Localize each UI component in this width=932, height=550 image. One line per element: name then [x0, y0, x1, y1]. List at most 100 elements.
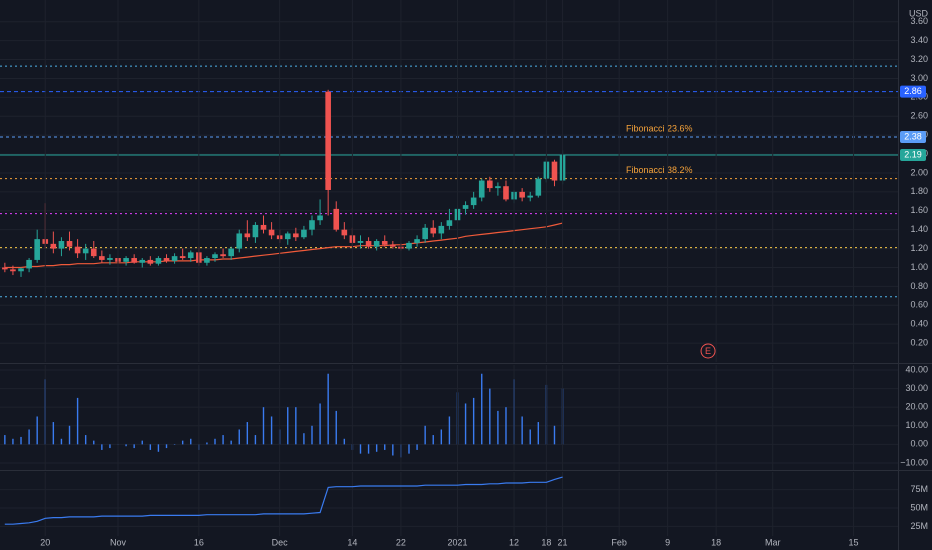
candle-body [260, 224, 267, 230]
histogram-bar [165, 444, 168, 449]
histogram-bar [181, 440, 184, 445]
candle-body [204, 258, 210, 263]
histogram-bar [359, 444, 362, 454]
y-tick-label: 10.00 [905, 420, 928, 430]
histogram-bar [141, 440, 143, 445]
y-tick-label: 0.00 [910, 439, 928, 449]
x-tick-label: 22 [396, 537, 406, 547]
histogram-bar [230, 440, 232, 445]
x-tick-label: 9 [665, 537, 670, 547]
histogram-bar [432, 435, 434, 445]
price-label: 2.38 [904, 131, 922, 141]
y-tick-label: 1.00 [910, 262, 928, 272]
level-annotation: Fibonacci 23.6% [626, 123, 693, 133]
histogram-bar [497, 410, 499, 445]
candle-body [357, 241, 364, 243]
x-tick-label: 2021 [447, 537, 467, 547]
candle-body [284, 233, 291, 240]
histogram-bar [537, 422, 540, 445]
histogram-bar [93, 440, 95, 445]
candle-body [212, 254, 218, 259]
x-tick-label: Dec [272, 537, 289, 547]
x-tick-label: 18 [711, 537, 721, 547]
histogram-bar [60, 438, 63, 445]
x-tick-label: 16 [194, 537, 204, 547]
histogram-bar [101, 444, 103, 450]
candle-body [438, 225, 445, 234]
histogram-bar [125, 444, 127, 447]
price-label-box [900, 149, 926, 162]
candle-body [236, 233, 243, 249]
candle-body [301, 229, 307, 238]
candle-body [147, 259, 154, 264]
candle-body [495, 186, 501, 189]
candle-body [430, 227, 437, 234]
candle-body [34, 239, 40, 260]
candle-body [406, 242, 412, 249]
histogram-bar [424, 425, 426, 445]
candle-body [123, 258, 129, 262]
y-tick-label: 2.60 [910, 111, 928, 121]
histogram-bar [464, 403, 467, 445]
histogram-bar [287, 407, 289, 445]
histogram-bar [327, 373, 329, 445]
candle-body [26, 259, 32, 269]
unit-label: USD [909, 8, 929, 18]
y-tick-label: 0.40 [910, 319, 928, 329]
y-tick-label: 3.20 [910, 54, 928, 64]
histogram-bar [206, 442, 208, 445]
y-tick-label: 0.20 [910, 337, 928, 347]
histogram-bar [375, 444, 378, 452]
candle-body [333, 208, 340, 230]
candle-body [171, 256, 178, 261]
y-tick-label: 1.20 [910, 243, 928, 253]
y-tick-label: 0.80 [910, 281, 928, 291]
y-tick-label: 30.00 [905, 383, 928, 393]
histogram-bar [343, 438, 346, 445]
histogram-bar [238, 429, 240, 445]
y-tick-label: 2.00 [910, 167, 928, 177]
y-tick-label: 25M [910, 521, 928, 531]
histogram-bar [440, 429, 443, 445]
y-tick-label: 1.60 [910, 205, 928, 215]
price-label: 2.19 [904, 149, 922, 159]
y-tick-label: 75M [910, 484, 928, 494]
price-label-box [900, 131, 926, 144]
candle-body [2, 267, 8, 270]
histogram-bar [295, 407, 297, 445]
x-tick-label: 20 [40, 537, 50, 547]
level-annotation: Fibonacci 38.2% [626, 165, 693, 175]
histogram-bar [157, 444, 160, 452]
x-tick-label: 18 [541, 537, 551, 547]
x-tick-label: Feb [611, 537, 627, 547]
histogram-bar [529, 429, 531, 445]
histogram-bar [335, 410, 337, 445]
y-tick-label: 1.40 [910, 224, 928, 234]
histogram-bar [173, 444, 176, 445]
y-tick-label: 20.00 [905, 402, 928, 412]
candle-body [10, 269, 16, 272]
histogram-bar [408, 444, 410, 454]
histogram-bar [84, 435, 87, 445]
candle-body [74, 246, 81, 254]
candle-body [341, 229, 348, 236]
histogram-bar [222, 435, 224, 445]
candle-body [252, 224, 259, 238]
candle-body [268, 229, 275, 236]
x-tick-label: 21 [558, 537, 568, 547]
candle-body [527, 195, 534, 198]
histogram-bar [319, 403, 321, 445]
histogram-bar [246, 422, 249, 445]
histogram-bar [270, 416, 273, 445]
histogram-bar [472, 397, 475, 445]
candle-body [90, 248, 97, 257]
candle-body [317, 215, 323, 221]
y-tick-label: 1.80 [910, 186, 928, 196]
x-tick-label: 14 [347, 537, 357, 547]
candle-body [478, 180, 485, 198]
candle-body [82, 248, 89, 254]
histogram-bar [190, 438, 192, 445]
candle-body [50, 243, 57, 249]
candle-body [381, 241, 388, 245]
x-tick-label: Mar [765, 537, 781, 547]
